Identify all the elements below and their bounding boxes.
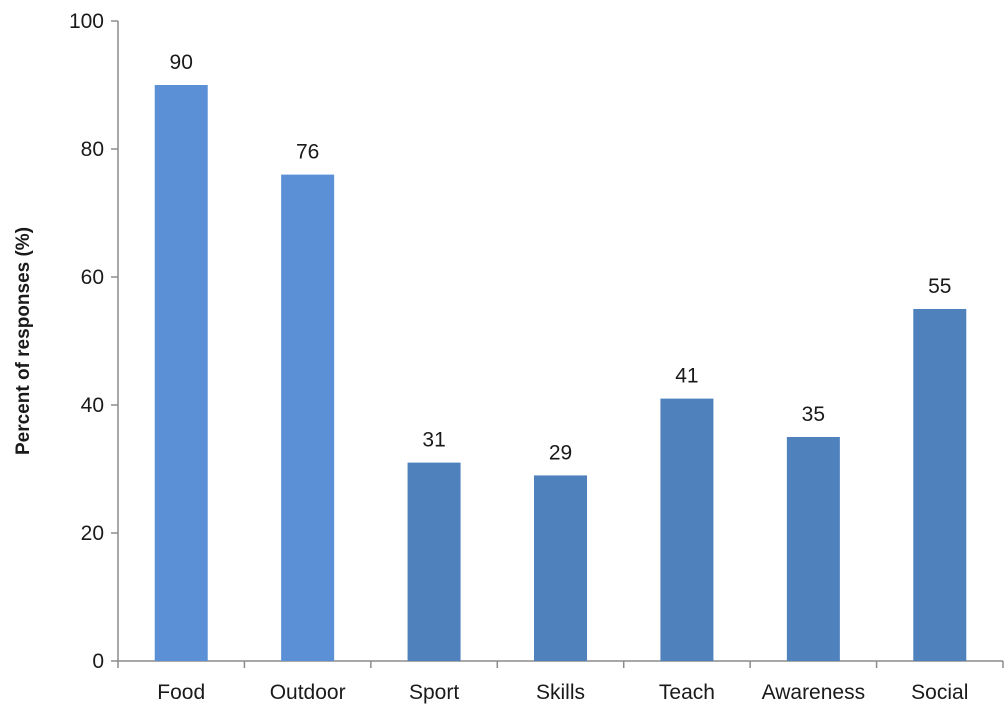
bar-value-label: 35 (802, 403, 825, 426)
x-category-label: Social (911, 681, 968, 704)
bar-social (913, 309, 967, 661)
x-category-label: Skills (536, 681, 585, 704)
y-tick-label: 40 (81, 394, 104, 417)
x-category-label: Sport (409, 681, 459, 704)
bars (154, 85, 967, 661)
bar-teach (660, 398, 714, 661)
bar-value-label: 31 (422, 429, 445, 452)
bar-value-label: 90 (170, 51, 193, 74)
x-category-labels: Food Outdoor Sport Skills Teach Awareness Soci… (157, 681, 968, 704)
y-tick-label: 20 (81, 522, 104, 545)
x-category-label: Teach (659, 681, 715, 704)
x-category-label: Food (157, 681, 205, 704)
y-axis: 0 20 40 60 80 100 (69, 10, 119, 673)
bar-awareness (786, 437, 840, 661)
x-axis: Food Outdoor Sport Skills Teach Awareness Soci… (117, 660, 1004, 704)
y-tick-label: 0 (92, 650, 104, 673)
y-axis-title: Percent of responses (%) (13, 227, 34, 455)
bar-outdoor (281, 174, 335, 661)
x-category-label: Awareness (762, 681, 866, 704)
bar-skills (534, 475, 587, 661)
y-tick-label: 100 (69, 10, 104, 33)
bar-value-label: 55 (928, 275, 951, 298)
x-category-label: Outdoor (270, 681, 346, 704)
data-labels: 90 76 31 29 41 35 55 (170, 51, 952, 464)
bar-value-label: 41 (675, 365, 698, 388)
y-tick-label: 80 (81, 138, 104, 161)
y-tick-label: 60 (81, 266, 104, 289)
y-ticks: 0 20 40 60 80 100 (69, 10, 118, 673)
bar-sport (407, 462, 461, 661)
bar-value-label: 29 (549, 441, 572, 464)
bar-value-label: 76 (296, 141, 319, 164)
bar-food (154, 85, 208, 661)
x-ticks (117, 661, 1004, 668)
